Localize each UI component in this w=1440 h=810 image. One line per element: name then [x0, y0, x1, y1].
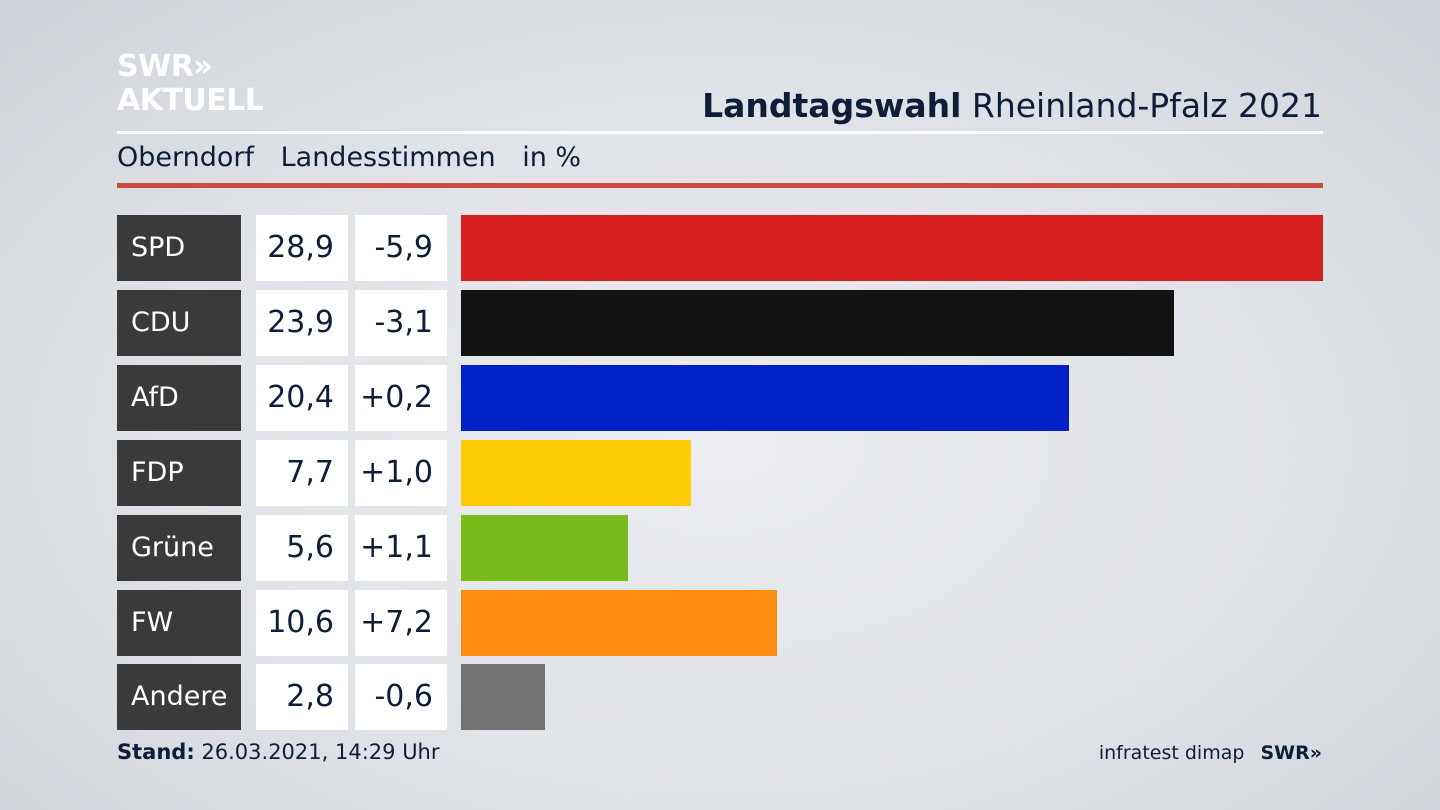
party-label: Andere: [117, 664, 241, 730]
vote-share-bar: [461, 290, 1174, 356]
vote-change-value: +1,0: [355, 440, 447, 506]
stand-value: 26.03.2021, 14:29 Uhr: [201, 740, 440, 764]
header-divider: [117, 131, 1323, 134]
vote-share-value: 7,7: [256, 440, 348, 506]
title-rest: Rheinland-Pfalz 2021: [971, 86, 1322, 125]
party-label: FW: [117, 590, 241, 656]
party-label: Grüne: [117, 515, 241, 581]
vote-change-value: +7,2: [355, 590, 447, 656]
vote-share-value: 20,4: [256, 365, 348, 431]
vote-share-bar: [461, 590, 778, 656]
vote-share-bar: [461, 365, 1070, 431]
vote-change-value: +1,1: [355, 515, 447, 581]
unit-label: in %: [522, 142, 582, 173]
footer-swr-logo: SWR»: [1260, 742, 1322, 764]
vote-change-value: +0,2: [355, 365, 447, 431]
source-credit: infratest dimap SWR»: [1099, 742, 1322, 764]
source-label: infratest dimap: [1098, 742, 1245, 764]
vote-share-bar: [461, 515, 629, 581]
stand-label: Stand:: [117, 740, 195, 764]
location-label: Oberndorf: [117, 142, 255, 173]
chart-subtitle: Oberndorf Landesstimmen in %: [117, 142, 599, 173]
measure-label: Landesstimmen: [280, 142, 496, 173]
vote-share-bar: [461, 664, 545, 730]
party-label: CDU: [117, 290, 241, 356]
vote-change-value: -3,1: [355, 290, 447, 356]
vote-share-value: 2,8: [256, 664, 348, 730]
vote-change-value: -5,9: [355, 215, 447, 281]
accent-divider: [117, 183, 1323, 188]
vote-share-value: 23,9: [256, 290, 348, 356]
logo-line-1: SWR»: [117, 49, 213, 84]
party-label: FDP: [117, 440, 241, 506]
vote-change-value: -0,6: [355, 664, 447, 730]
vote-share-bar: [461, 440, 691, 506]
timestamp: Stand: 26.03.2021, 14:29 Uhr: [117, 740, 440, 764]
vote-share-value: 10,6: [256, 590, 348, 656]
party-label: SPD: [117, 215, 241, 281]
logo-line-2: AKTUELL: [117, 83, 264, 118]
vote-share-value: 28,9: [256, 215, 348, 281]
swr-aktuell-logo: SWR» AKTUELL: [117, 52, 264, 116]
vote-share-bar: [461, 215, 1323, 281]
vote-share-value: 5,6: [256, 515, 348, 581]
title-bold: Landtagswahl: [702, 86, 962, 125]
party-label: AfD: [117, 365, 241, 431]
page-title: Landtagswahl Rheinland-Pfalz 2021: [702, 86, 1322, 125]
